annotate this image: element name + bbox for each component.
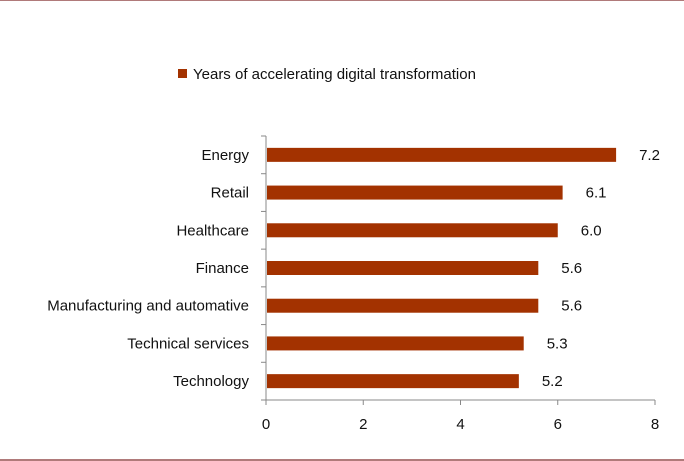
legend-swatch	[178, 69, 187, 78]
x-axis-ticks: 0 2 4 6 8	[262, 400, 659, 433]
category-label: Healthcare	[176, 222, 249, 239]
legend-label: Years of accelerating digital transforma…	[193, 66, 476, 83]
data-label: 5.3	[547, 335, 568, 352]
category-label: Manufacturing and automative	[47, 298, 249, 315]
data-labels: 7.2 6.1 6.0 5.6 5.6 5.3 5.2	[542, 147, 660, 390]
bar	[267, 223, 558, 238]
category-label: Technical services	[127, 335, 249, 352]
data-label: 5.2	[542, 373, 563, 390]
legend: Years of accelerating digital transforma…	[178, 66, 476, 83]
data-label: 5.6	[561, 260, 582, 277]
x-tick-label: 6	[554, 416, 562, 433]
data-label: 7.2	[639, 147, 660, 164]
x-tick-label: 4	[456, 416, 464, 433]
data-label: 6.0	[581, 222, 602, 239]
bar	[267, 185, 563, 200]
x-tick-label: 8	[651, 416, 659, 433]
category-label: Technology	[173, 373, 249, 390]
bar	[267, 374, 519, 389]
bar	[267, 298, 539, 313]
axes	[261, 135, 655, 401]
category-labels: Energy Retail Healthcare Finance Manufacturi…	[47, 147, 249, 390]
bar	[267, 336, 524, 351]
bar	[267, 261, 539, 275]
x-tick-label: 2	[359, 416, 367, 433]
category-label: Finance	[196, 260, 249, 277]
x-tick-label: 0	[262, 416, 270, 433]
category-label: Retail	[211, 185, 249, 202]
bars	[267, 147, 617, 389]
category-label: Energy	[201, 147, 249, 164]
data-label: 6.1	[586, 185, 607, 202]
data-label: 5.6	[561, 298, 582, 315]
bar	[267, 147, 617, 162]
